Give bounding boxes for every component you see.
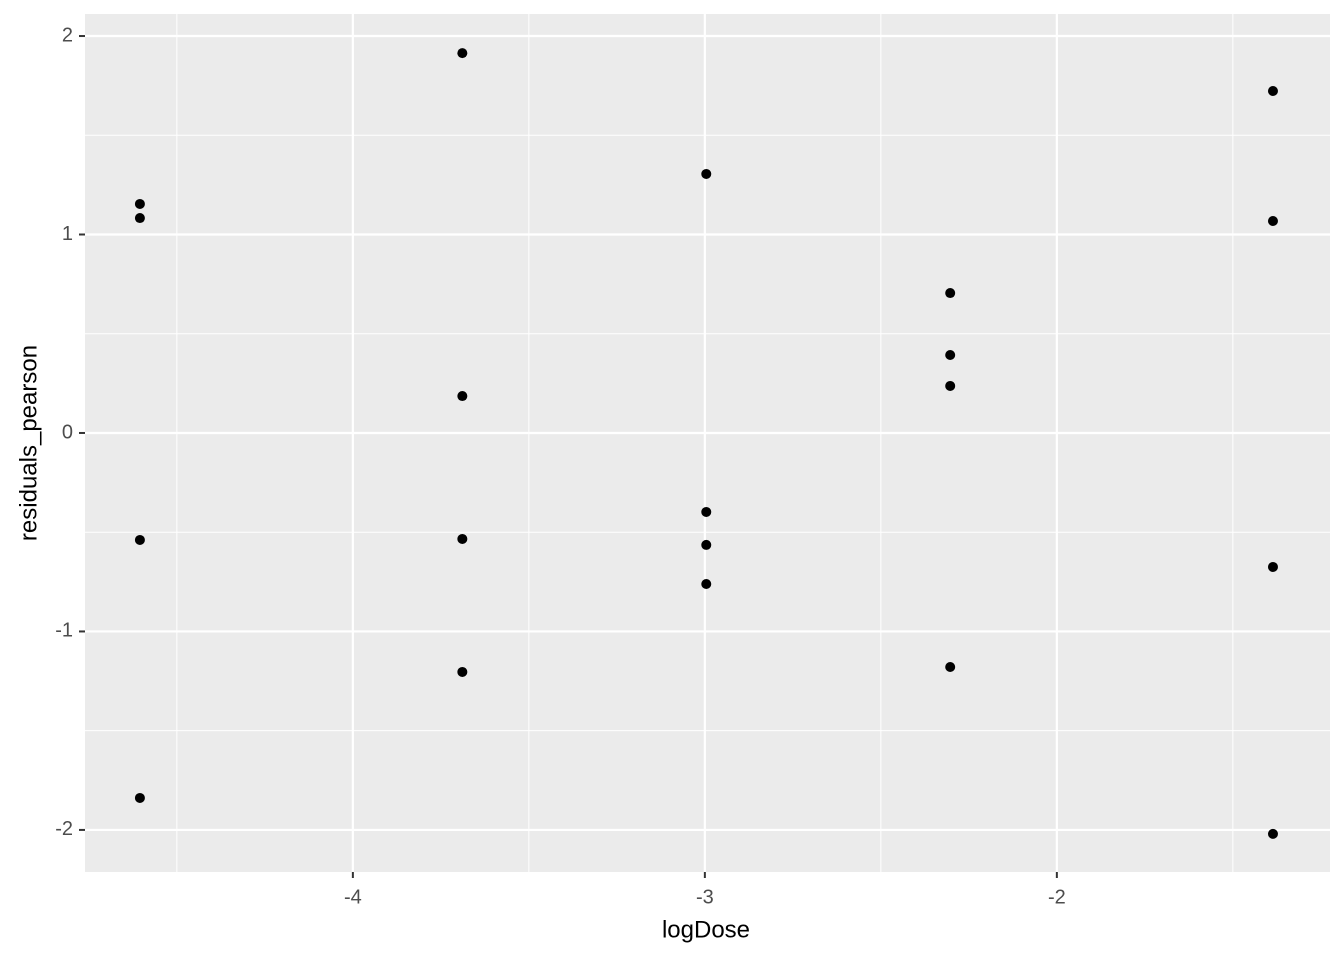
- point: [701, 539, 712, 550]
- y-tick-label: -1: [55, 620, 73, 642]
- point: [134, 534, 145, 545]
- point: [134, 198, 145, 209]
- point: [701, 168, 712, 179]
- point: [701, 506, 712, 517]
- y-tick-label: -2: [55, 818, 73, 840]
- point: [701, 579, 712, 590]
- point: [134, 213, 145, 224]
- point: [457, 666, 468, 677]
- point: [945, 349, 956, 360]
- x-tick-label: -3: [696, 886, 714, 908]
- panel: [85, 14, 1330, 872]
- x-tick-label: -4: [344, 886, 362, 908]
- point: [134, 792, 145, 803]
- y-tick-label: 2: [62, 24, 73, 46]
- point: [1267, 216, 1278, 227]
- x-axis-title: logDose: [662, 916, 750, 943]
- point: [945, 288, 956, 299]
- point: [457, 533, 468, 544]
- point: [457, 48, 468, 59]
- point: [1267, 86, 1278, 97]
- point: [457, 391, 468, 402]
- point: [945, 661, 956, 672]
- point: [1267, 561, 1278, 572]
- x-tick-label: -2: [1048, 886, 1066, 908]
- point: [945, 380, 956, 391]
- y-tick-label: 1: [62, 223, 73, 245]
- y-tick-label: 0: [62, 421, 73, 443]
- point: [1267, 828, 1278, 839]
- y-axis-title: residuals_pearson: [15, 345, 42, 541]
